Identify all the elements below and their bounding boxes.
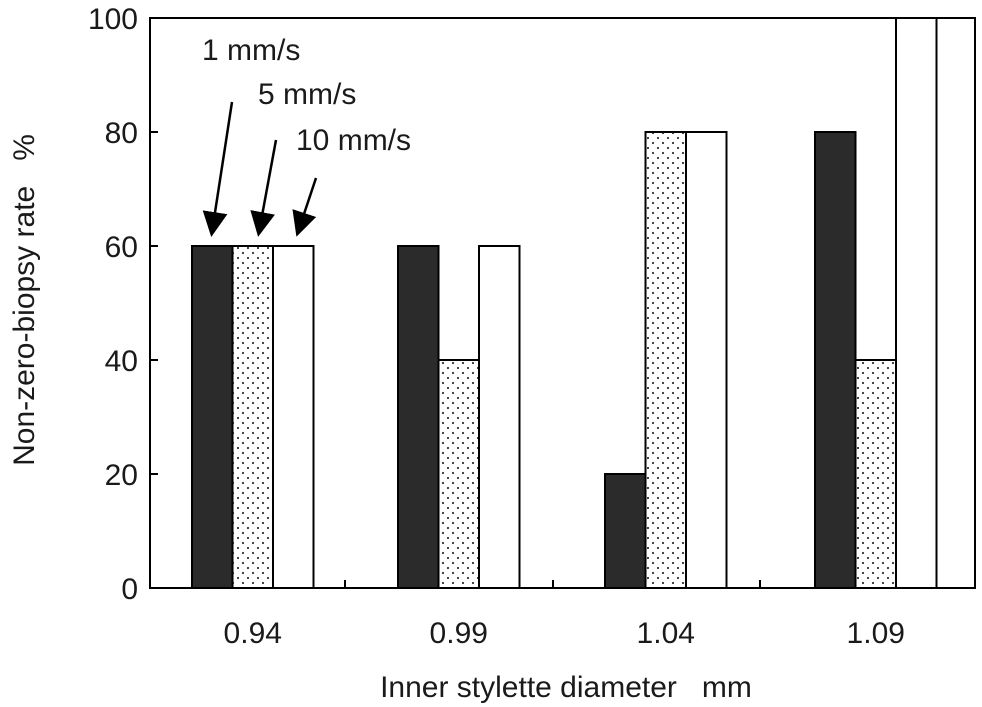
y-tick-label: 80 (105, 117, 138, 150)
bar-0.94-5-mm-s (231, 245, 274, 589)
x-tick-label: 0.99 (430, 617, 488, 650)
bar-0.99-5-mm-s (437, 359, 480, 589)
bar-1.04-5-mm-s (644, 131, 687, 589)
y-tick-label: 60 (105, 231, 138, 264)
y-axis-title: Non-zero-biopsy rate % (8, 134, 41, 466)
legend-label-1: 1 mm/s (202, 34, 300, 67)
legend-annotations: 1 mm/s 5 mm/s 10 mm/s (202, 34, 411, 237)
bar-1.04-1-mm-s (604, 473, 647, 589)
bar-0.99-10-mm-s (478, 245, 521, 589)
legend-arrow-1 (202, 101, 234, 237)
bar-1.09-10-mm-s (895, 17, 938, 589)
bar-0.94-10-mm-s (272, 245, 315, 589)
bar-1.04-10-mm-s (685, 131, 728, 589)
y-tick-label: 40 (105, 345, 138, 378)
bar-0.94-1-mm-s (191, 245, 234, 589)
plot-frame (149, 17, 976, 589)
bar-1.09-1-mm-s (814, 131, 857, 589)
bars-layer (191, 17, 938, 589)
x-tick-label: 1.09 (847, 617, 905, 650)
bar-1.09-5-mm-s (854, 359, 897, 589)
y-axis-ticks: 0 20 40 60 80 100 (88, 3, 158, 606)
x-tick-label: 1.04 (637, 617, 695, 650)
y-tick-label: 20 (105, 459, 138, 492)
legend-label-2: 5 mm/s (258, 78, 356, 111)
y-tick-label: 100 (88, 3, 138, 36)
bar-0.99-1-mm-s (397, 245, 440, 589)
legend-label-3: 10 mm/s (296, 124, 411, 157)
legend-arrow-2 (250, 139, 278, 237)
x-tick-label: 0.94 (224, 617, 282, 650)
x-axis-ticks: 0.94 0.99 1.04 1.09 (224, 580, 905, 650)
legend-arrow-3 (292, 177, 318, 237)
x-axis-title: Inner stylette diameter mm (380, 671, 752, 704)
y-tick-label: 0 (121, 573, 138, 606)
